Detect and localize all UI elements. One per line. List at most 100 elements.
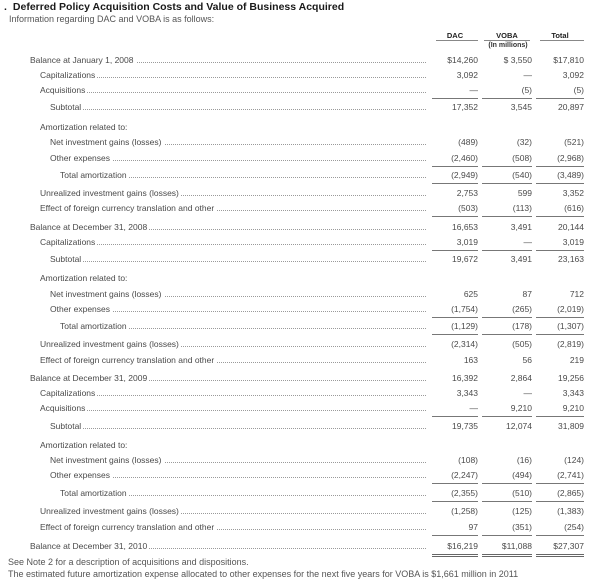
cell-voba: 3,545 xyxy=(510,102,532,112)
row-label: Unrealized investment gains (losses) xyxy=(40,503,426,519)
cell-dac: 19,672 xyxy=(452,254,478,264)
units-label: (In millions) xyxy=(488,42,528,49)
row-label-text: Effect of foreign currency translation a… xyxy=(40,355,217,365)
cell-voba: $ 3,550 xyxy=(503,55,532,65)
footnote: The estimated future amortization expens… xyxy=(8,569,519,579)
row-label: Balance at December 31, 2009 xyxy=(30,370,426,386)
leader-dots xyxy=(40,210,426,211)
cell-voba: (125) xyxy=(512,506,532,516)
cell-voba: 3,491 xyxy=(510,254,532,264)
header-rule xyxy=(484,40,530,41)
cell-total xyxy=(536,119,584,135)
cell-dac: $14,260 xyxy=(447,55,478,65)
cell-voba: (505) xyxy=(512,339,532,349)
cell-total: (3,489) xyxy=(536,167,584,184)
table-row: Acquisitions — (5) (5) xyxy=(0,82,611,99)
leader-dots xyxy=(50,428,426,429)
leader-dots xyxy=(40,362,426,363)
row-label: Unrealized investment gains (losses) xyxy=(40,336,426,352)
cell-dac: — xyxy=(432,400,478,417)
row-label: Amortization related to: xyxy=(40,270,426,286)
cell-total: 3,343 xyxy=(562,388,584,398)
cell-voba: (32) xyxy=(516,137,532,147)
cell-dac: 3,092 xyxy=(456,70,478,80)
row-label: Other expenses xyxy=(50,301,426,317)
row-label: Capitalizations xyxy=(40,67,426,83)
cell-voba: (5) xyxy=(482,82,532,99)
row-label: Acquisitions xyxy=(40,82,426,98)
table-row: Amortization related to: xyxy=(0,437,611,453)
cell-dac: (2,460) xyxy=(432,150,478,167)
cell-total: 23,163 xyxy=(558,254,584,264)
row-label-text: Amortization related to: xyxy=(40,273,130,283)
row-label-text: Effect of foreign currency translation a… xyxy=(40,522,217,532)
row-label-text: Subtotal xyxy=(50,102,84,112)
cell-total: 219 xyxy=(569,355,584,365)
cell-voba xyxy=(482,270,532,286)
row-label: Subtotal xyxy=(50,418,426,434)
leader-dots xyxy=(50,477,426,478)
cell-total xyxy=(536,437,584,453)
table-row: Amortization related to: xyxy=(0,119,611,135)
cell-dac: 3,343 xyxy=(456,388,478,398)
cell-total: (5) xyxy=(536,82,584,99)
cell-total xyxy=(536,270,584,286)
table-row: Subtotal 17,352 3,545 20,897 xyxy=(0,99,611,115)
leader-dots xyxy=(50,109,426,110)
cell-dac: 19,735 xyxy=(452,421,478,431)
cell-total: $27,307 xyxy=(536,538,584,557)
row-label-text: Effect of foreign currency translation a… xyxy=(40,203,217,213)
cell-voba: (265) xyxy=(482,301,532,318)
row-label-text: Other expenses xyxy=(50,304,113,314)
table-row: Capitalizations 3,343 — 3,343 xyxy=(0,385,611,401)
leader-dots xyxy=(60,177,426,178)
leader-dots xyxy=(40,92,426,93)
row-label: Capitalizations xyxy=(40,234,426,250)
cell-total: 31,809 xyxy=(558,421,584,431)
cell-dac: (2,314) xyxy=(451,339,478,349)
cell-dac: (1,754) xyxy=(432,301,478,318)
table-row: Other expenses (2,460) (508) (2,968) xyxy=(0,150,611,167)
row-label-text: Amortization related to: xyxy=(40,440,130,450)
cell-total: (2,019) xyxy=(536,301,584,318)
leader-dots xyxy=(40,346,426,347)
cell-voba: (351) xyxy=(482,519,532,536)
leader-dots xyxy=(30,380,426,381)
column-header-dac: DAC xyxy=(446,31,464,40)
leader-dots xyxy=(50,296,426,297)
cell-dac: — xyxy=(432,82,478,99)
row-label: Subtotal xyxy=(50,99,426,115)
leader-dots xyxy=(50,160,426,161)
row-label: Subtotal xyxy=(50,251,426,267)
page-title: . Deferred Policy Acquisition Costs and V… xyxy=(4,1,345,13)
table-row: Net investment gains (losses) 625 87 712 xyxy=(0,286,611,302)
cell-dac: 16,653 xyxy=(452,222,478,232)
row-label: Effect of foreign currency translation a… xyxy=(40,519,426,535)
cell-voba: 2,864 xyxy=(510,373,532,383)
cell-total: $17,810 xyxy=(553,55,584,65)
cell-dac: $16,219 xyxy=(432,538,478,557)
leader-dots xyxy=(50,144,426,145)
cell-total: (1,307) xyxy=(536,318,584,335)
cell-dac xyxy=(432,119,478,135)
row-label-text: Net investment gains (losses) xyxy=(50,455,164,465)
row-label: Other expenses xyxy=(50,467,426,483)
row-label-text: Other expenses xyxy=(50,470,113,480)
table-row: Subtotal 19,672 3,491 23,163 xyxy=(0,251,611,267)
cell-total: (521) xyxy=(564,137,584,147)
row-label-text: Total amortization xyxy=(60,170,129,180)
cell-dac: (2,949) xyxy=(432,167,478,184)
leader-dots xyxy=(60,328,426,329)
cell-dac xyxy=(432,437,478,453)
row-label-text: Amortization related to: xyxy=(40,122,130,132)
cell-total: 9,210 xyxy=(536,400,584,417)
row-label: Other expenses xyxy=(50,150,426,166)
row-label-text: Net investment gains (losses) xyxy=(50,289,164,299)
cell-voba: (113) xyxy=(482,200,532,217)
table-row: Total amortization (2,355) (510) (2,865) xyxy=(0,485,611,502)
table-row: Balance at December 31, 2010 $16,219 $11,0… xyxy=(0,538,611,557)
cell-voba: (178) xyxy=(482,318,532,335)
cell-total: (124) xyxy=(564,455,584,465)
cell-dac: 2,753 xyxy=(456,188,478,198)
cell-dac: (2,355) xyxy=(432,485,478,502)
